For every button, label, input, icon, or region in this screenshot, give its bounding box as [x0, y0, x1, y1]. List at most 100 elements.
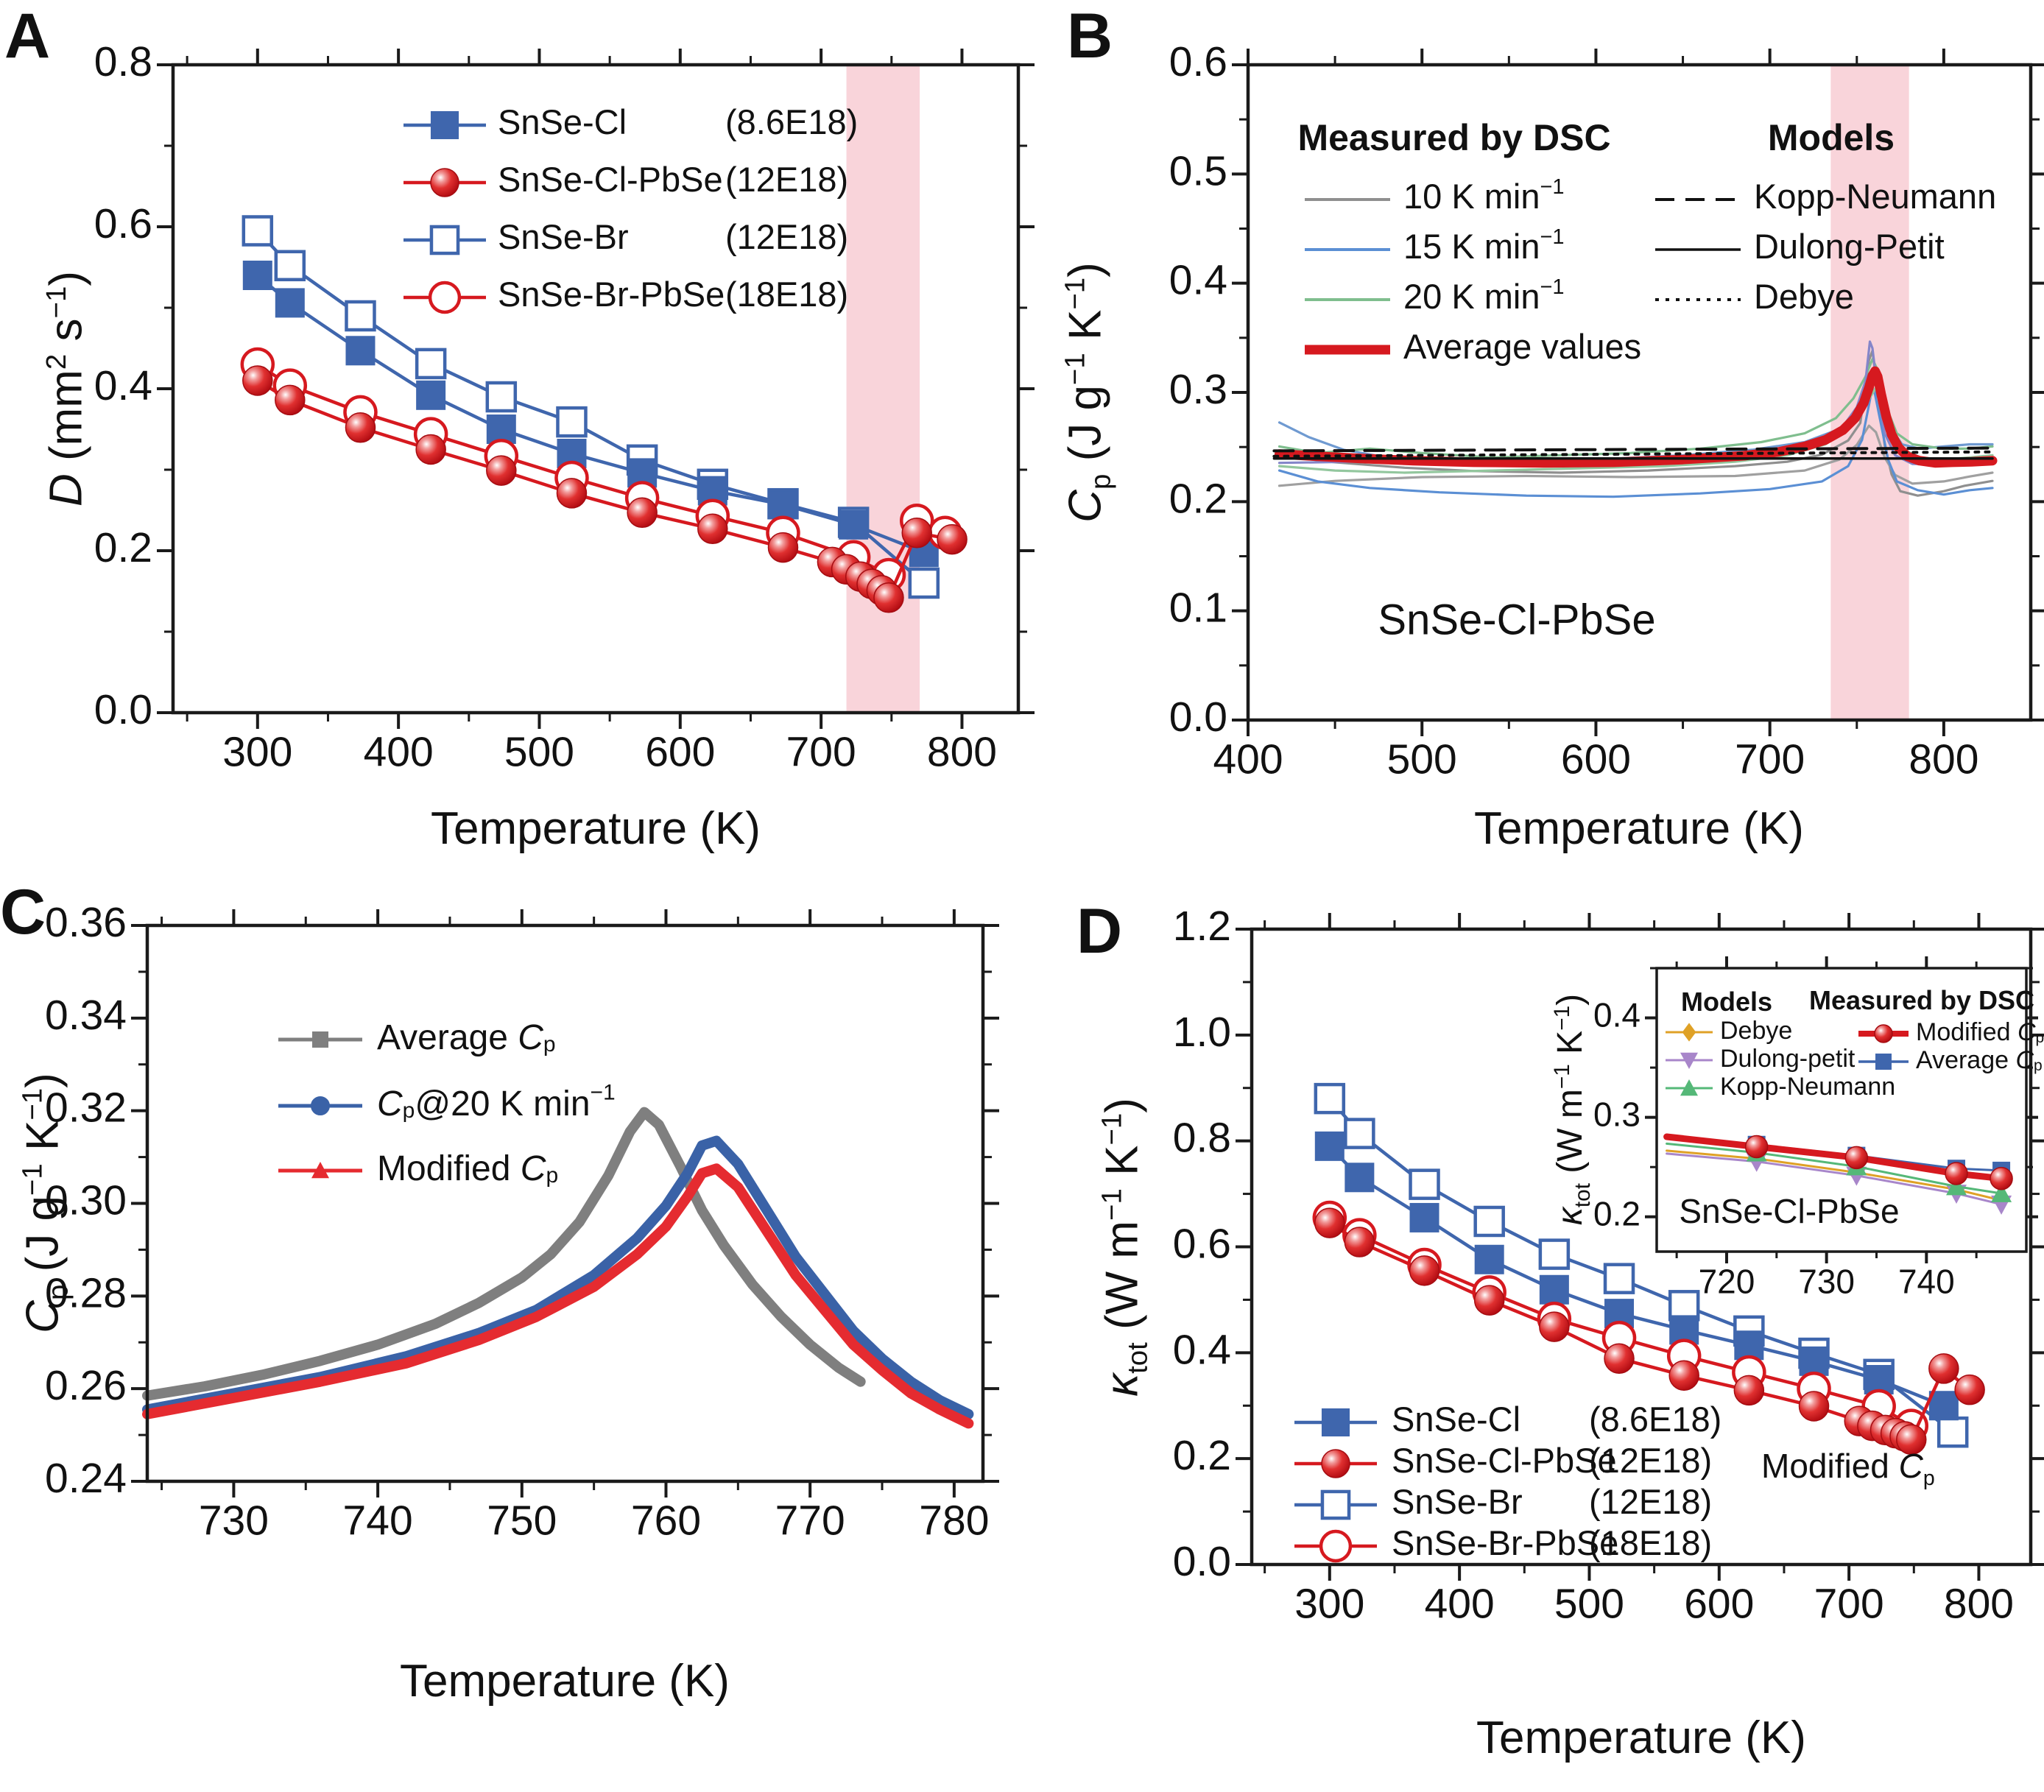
sphere-marker [1990, 1166, 2013, 1190]
legend-label: Kopp-Neumann [1720, 1073, 1895, 1101]
legend-label: Debye [1754, 277, 1854, 316]
sphere-marker [627, 497, 658, 529]
x-axis-title-d: Temperature (K) [1476, 1712, 1806, 1763]
sphere-marker [697, 513, 728, 545]
y-tick-label: 0.3 [1593, 1096, 1641, 1134]
legend-label: SnSe-Cl-PbSe [498, 160, 723, 199]
x-tick-label: 730 [199, 1497, 269, 1544]
sphere-marker [1896, 1424, 1927, 1456]
y-tick-label: 0.0 [94, 686, 152, 733]
sphere-marker [1874, 1024, 1893, 1043]
legend-item-10-k-min-1: 10 K min−1 [1305, 175, 1565, 216]
tri_up-marker [1991, 1182, 2012, 1202]
panel-c-plot: 730 740 750 760 770 780 0.24 0.26 0.28 0.30 0.32 0.… [45, 899, 999, 1544]
sphere-marker [767, 532, 799, 563]
x-tick-label: 500 [1387, 736, 1457, 783]
y-tick-label: 0.6 [1169, 38, 1227, 85]
legend-item-snse-br: SnSe-Br (12E18) [403, 217, 848, 256]
legend-group-c: Average Cp Cp@20 K min−1 Modified Cp [278, 1018, 616, 1188]
legend-item-20-k-min-1: 20 K min−1 [1305, 275, 1565, 317]
legend-label: 20 K min−1 [1403, 275, 1565, 317]
legend-value: (18E18) [1589, 1523, 1712, 1562]
y-tick-label: 0.4 [1593, 996, 1641, 1034]
square-marker [1345, 1163, 1375, 1193]
legend-item-dulong-petit: Dulong-Petit [1655, 227, 1945, 266]
x-tick-label: 770 [775, 1497, 845, 1544]
x-tick-label: 500 [1554, 1580, 1624, 1627]
square-marker [1473, 1205, 1505, 1238]
sphere-marker [1744, 1135, 1769, 1159]
sphere-marker [1668, 1360, 1699, 1391]
y-tick-label: 0.2 [94, 524, 152, 571]
x-axis-title-b: Temperature (K) [1474, 803, 1804, 854]
legend-item-average-values: Average values [1305, 327, 1641, 366]
y-tick-label: 0.26 [45, 1362, 127, 1409]
legend-item-kopp-neumann: Kopp-Neumann [1666, 1073, 1895, 1101]
sphere-marker [1928, 1353, 1959, 1384]
panel-a-plot: 300 400 500 600 700 800 0.0 0.2 0.4 0.6 0.8 SnSe-Cl… [94, 38, 1035, 775]
y-tick-label: 0.2 [1173, 1432, 1231, 1479]
square-marker [1321, 1408, 1350, 1437]
legend-item-snse-br: SnSe-Br (12E18) [1294, 1482, 1712, 1521]
series-modified-cp [142, 1163, 974, 1429]
square-marker [1409, 1168, 1440, 1200]
sphere-marker [1844, 1146, 1869, 1170]
x-tick-label: 740 [1898, 1263, 1955, 1301]
axis-tick-labels: 300 400 500 600 700 800 0.0 0.2 0.4 0.6 0.8 1.0 1.2 [1173, 903, 2014, 1627]
series-20-k-min-1-run-a [1278, 358, 1994, 459]
x-tick-label: 400 [364, 728, 434, 775]
legend-label: SnSe-Br-PbSe [1392, 1523, 1618, 1562]
inset-legend-heading-models: Models [1680, 987, 1773, 1017]
y-axis-title-a: D (mm2 s−1) [40, 270, 92, 507]
plot-frame [1250, 927, 2033, 1567]
legend-label: SnSe-Cl-PbSe [1392, 1441, 1617, 1480]
square-marker [1539, 1274, 1569, 1305]
square-marker [415, 348, 447, 380]
modified-cp-annotation: Modified Cp [1761, 1447, 1935, 1491]
panel-d-letter: D [1076, 896, 1123, 967]
x-tick-label: 750 [487, 1497, 557, 1544]
y-tick-label: 0.6 [94, 200, 152, 247]
legend-item-snse-cl: SnSe-Cl (8.6E18) [1294, 1400, 1721, 1439]
square-marker [345, 300, 376, 332]
square-marker [1928, 1391, 1959, 1421]
x-tick-label: 400 [1213, 736, 1283, 783]
y-tick-label: 0.8 [1173, 1115, 1231, 1162]
sphere-marker [1604, 1343, 1635, 1374]
series-10-k-min-1-run-b [1278, 424, 1994, 487]
legend-label: Dulong-petit [1720, 1045, 1856, 1073]
legend-label: Average Cp [1916, 1046, 2043, 1074]
legend-label: SnSe-Br [1392, 1482, 1523, 1521]
legend-value: (12E18) [1589, 1441, 1712, 1480]
y-tick-label: 0.4 [94, 362, 152, 409]
plot-frame [171, 63, 1021, 715]
square-marker [242, 215, 274, 247]
circle-marker [428, 281, 462, 314]
tri_up-marker [311, 1162, 329, 1179]
sphere-marker [1344, 1227, 1375, 1257]
tri_up-marker [1946, 1176, 1967, 1196]
square-marker [274, 250, 306, 282]
square-marker [556, 406, 588, 438]
sample-label-d-inset: SnSe-Cl-PbSe [1679, 1192, 1900, 1230]
x-tick-label: 600 [645, 728, 715, 775]
legend-label: Modified Cp [1916, 1018, 2044, 1046]
x-tick-label: 800 [1909, 736, 1978, 783]
square-marker [416, 380, 446, 410]
y-tick-label: 0.34 [45, 992, 127, 1039]
x-tick-label: 300 [222, 728, 292, 775]
x-tick-label: 800 [1944, 1580, 2014, 1627]
square-marker [768, 490, 798, 520]
legend-value: (12E18) [1589, 1482, 1712, 1521]
series-snse-cl-pbse [1314, 1207, 1985, 1456]
x-tick-label: 600 [1684, 1580, 1754, 1627]
legend-label: SnSe-Br-PbSe [498, 275, 725, 314]
legend-label: Debye [1720, 1017, 1792, 1045]
legend-label: SnSe-Br [498, 217, 629, 256]
plot-frame [145, 923, 985, 1484]
sphere-marker [1409, 1255, 1440, 1286]
y-tick-label: 1.0 [1173, 1009, 1231, 1056]
square-marker [1538, 1238, 1571, 1270]
sphere-marker [275, 384, 306, 416]
legend-group-models: Kopp-Neumann Dulong-Petit Debye [1655, 177, 1996, 316]
